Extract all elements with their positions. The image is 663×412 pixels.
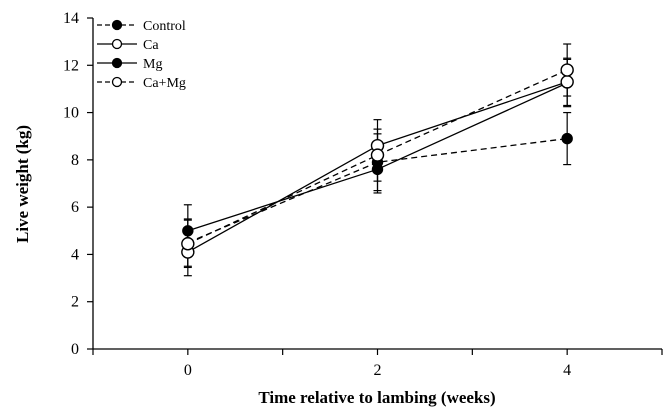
x-tick-label: 4 xyxy=(563,362,571,379)
axes: 0 2 4 6 8 10 12 14 0 2 4 xyxy=(63,10,663,379)
data-point-mg xyxy=(371,163,384,176)
y-axis-label: Live weight (kg) xyxy=(13,125,32,243)
x-axis-label: Time relative to lambing (weeks) xyxy=(258,388,495,407)
y-tick-label: 4 xyxy=(71,246,79,263)
y-tick-label: 2 xyxy=(71,294,79,311)
legend-marker-ca xyxy=(111,38,123,50)
data-point-ca xyxy=(560,75,574,89)
legend: Control Ca Mg Ca+Mg xyxy=(97,19,186,91)
legend-item-mg: Mg xyxy=(97,57,162,72)
data-point-ca-mg xyxy=(370,148,385,162)
series-layer xyxy=(181,43,574,277)
legend-marker-control xyxy=(111,19,123,31)
y-tick-label: 6 xyxy=(71,199,79,216)
data-point-ca-mg xyxy=(181,237,195,251)
y-tick-label: 0 xyxy=(71,341,79,358)
legend-marker-mg xyxy=(111,57,123,69)
y-tick-label: 8 xyxy=(71,152,79,169)
data-point-ca-mg xyxy=(560,63,574,77)
y-tick-label: 10 xyxy=(63,105,79,122)
y-tick-label: 14 xyxy=(63,10,79,27)
legend-item-ca: Ca xyxy=(97,38,159,53)
legend-label-control: Control xyxy=(143,19,186,34)
x-tick-label: 2 xyxy=(374,362,382,379)
legend-label-ca-mg: Ca+Mg xyxy=(143,76,186,91)
legend-item-ca-mg: Ca+Mg xyxy=(97,76,186,91)
legend-item-control: Control xyxy=(97,19,186,34)
data-point-mg xyxy=(182,225,194,237)
legend-label-mg: Mg xyxy=(143,57,162,72)
x-tick-label: 0 xyxy=(184,362,192,379)
data-point-control xyxy=(561,132,573,145)
legend-marker-ca-mg xyxy=(111,76,123,88)
y-tick-label: 12 xyxy=(63,57,79,74)
legend-label-ca: Ca xyxy=(143,38,159,53)
